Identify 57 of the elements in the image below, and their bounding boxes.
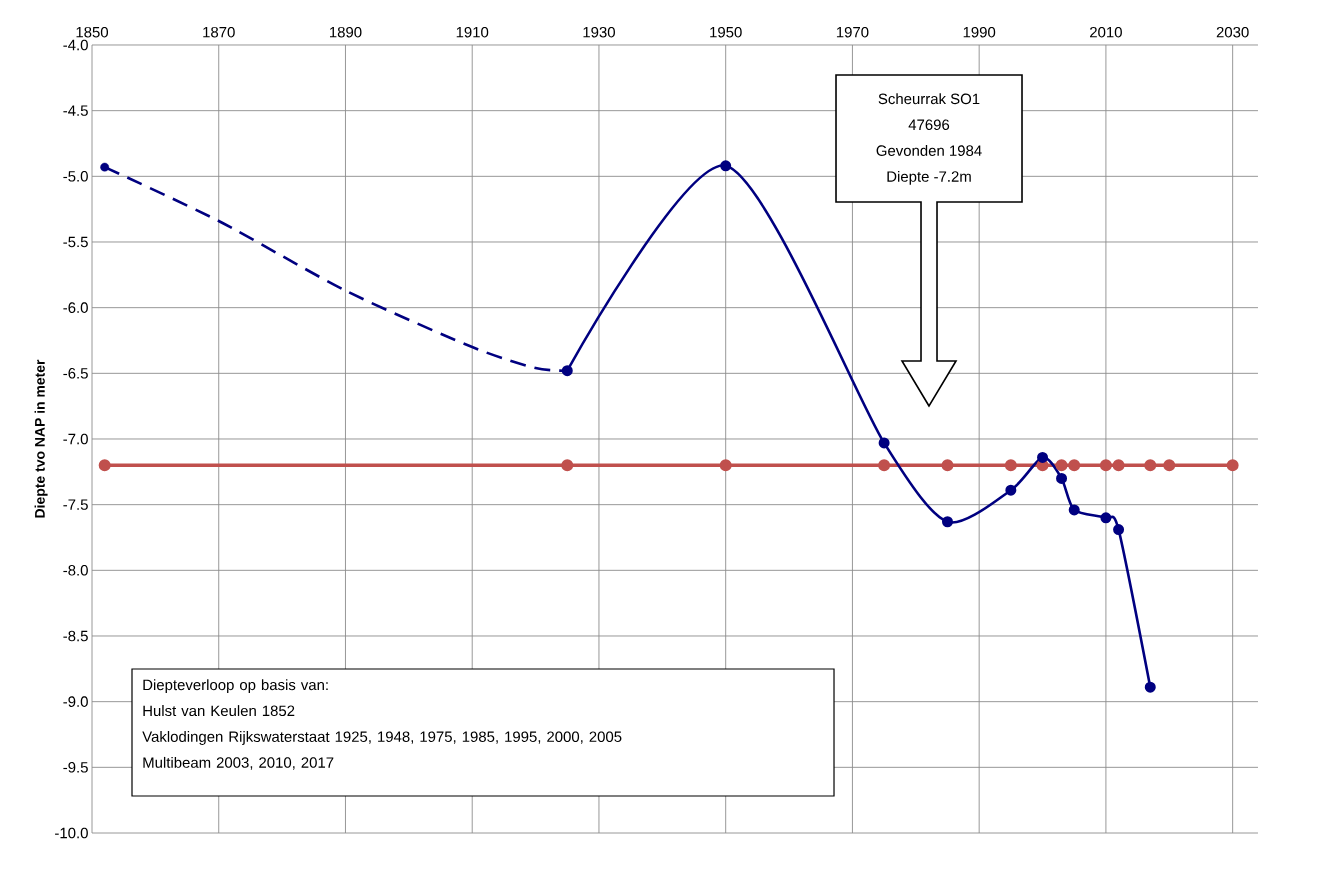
point bbox=[878, 459, 891, 472]
point bbox=[720, 160, 732, 172]
point bbox=[1144, 459, 1157, 472]
x-tick-label: 1970 bbox=[836, 26, 869, 38]
y-tick-label: -5.0 bbox=[63, 171, 88, 182]
y-tick-label: -9.5 bbox=[63, 762, 88, 773]
y-tick-label: -6.5 bbox=[63, 368, 88, 379]
point bbox=[1037, 451, 1049, 463]
point bbox=[1005, 484, 1017, 496]
point bbox=[1004, 459, 1017, 472]
y-tick-label: -7.0 bbox=[63, 433, 88, 445]
point bbox=[878, 437, 890, 449]
annotation: Gevonden 1984 bbox=[876, 144, 982, 156]
x-tick-label: 1930 bbox=[583, 26, 615, 38]
annotation: Multibeam 2003, 2010, 2017 bbox=[143, 756, 334, 770]
point bbox=[1068, 459, 1081, 472]
point bbox=[1068, 504, 1080, 516]
x-tick-label: 1910 bbox=[456, 26, 489, 38]
point bbox=[1112, 459, 1125, 472]
y-tick-label: -9.0 bbox=[63, 696, 88, 707]
point bbox=[561, 365, 573, 377]
point bbox=[561, 459, 574, 472]
annotation: Scheurrak SO1 bbox=[878, 93, 980, 105]
annotation: Hulst van Keulen 1852 bbox=[143, 705, 295, 717]
point bbox=[1144, 681, 1156, 693]
y-tick-label: -8.0 bbox=[63, 565, 88, 576]
annotation: Diepteverloop op basis van: bbox=[143, 679, 328, 694]
annotation: Vaklodingen Rijkswaterstaat 1925, 1948, 1975, 1985, 1995, 2000, 2005 bbox=[142, 731, 622, 745]
point bbox=[1056, 472, 1068, 484]
point bbox=[100, 162, 110, 172]
point bbox=[719, 459, 732, 472]
x-tick-label: 1950 bbox=[710, 26, 742, 38]
point bbox=[1226, 459, 1239, 472]
y-tick-label: -8.5 bbox=[63, 630, 88, 642]
x-tick-label: 1990 bbox=[963, 26, 996, 38]
y-tick-label: -4.5 bbox=[63, 105, 88, 116]
x-tick-label: 1850 bbox=[76, 26, 109, 38]
point bbox=[98, 459, 111, 472]
x-tick-label: 1890 bbox=[329, 26, 362, 38]
x-tick-label: 1870 bbox=[203, 26, 235, 38]
point bbox=[1163, 459, 1176, 472]
annotation: 47696 bbox=[908, 119, 950, 131]
y-tick-label: -6.0 bbox=[63, 302, 88, 313]
x-tick-label: 2030 bbox=[1216, 26, 1249, 38]
point bbox=[941, 516, 953, 528]
y-axis-title: Diepte tvo NAP in meter bbox=[34, 359, 48, 518]
x-tick-label: 2010 bbox=[1090, 26, 1122, 38]
point bbox=[1099, 459, 1112, 472]
y-tick-label: -7.5 bbox=[63, 499, 88, 510]
point bbox=[1100, 512, 1112, 524]
point bbox=[1113, 524, 1125, 536]
point bbox=[941, 459, 954, 472]
annotation: Diepte -7.2m bbox=[887, 170, 971, 185]
point bbox=[1055, 459, 1068, 472]
y-tick-label: -5.5 bbox=[63, 236, 88, 248]
y-tick-label: -4.0 bbox=[63, 39, 88, 51]
y-tick-label: -10.0 bbox=[55, 827, 88, 839]
